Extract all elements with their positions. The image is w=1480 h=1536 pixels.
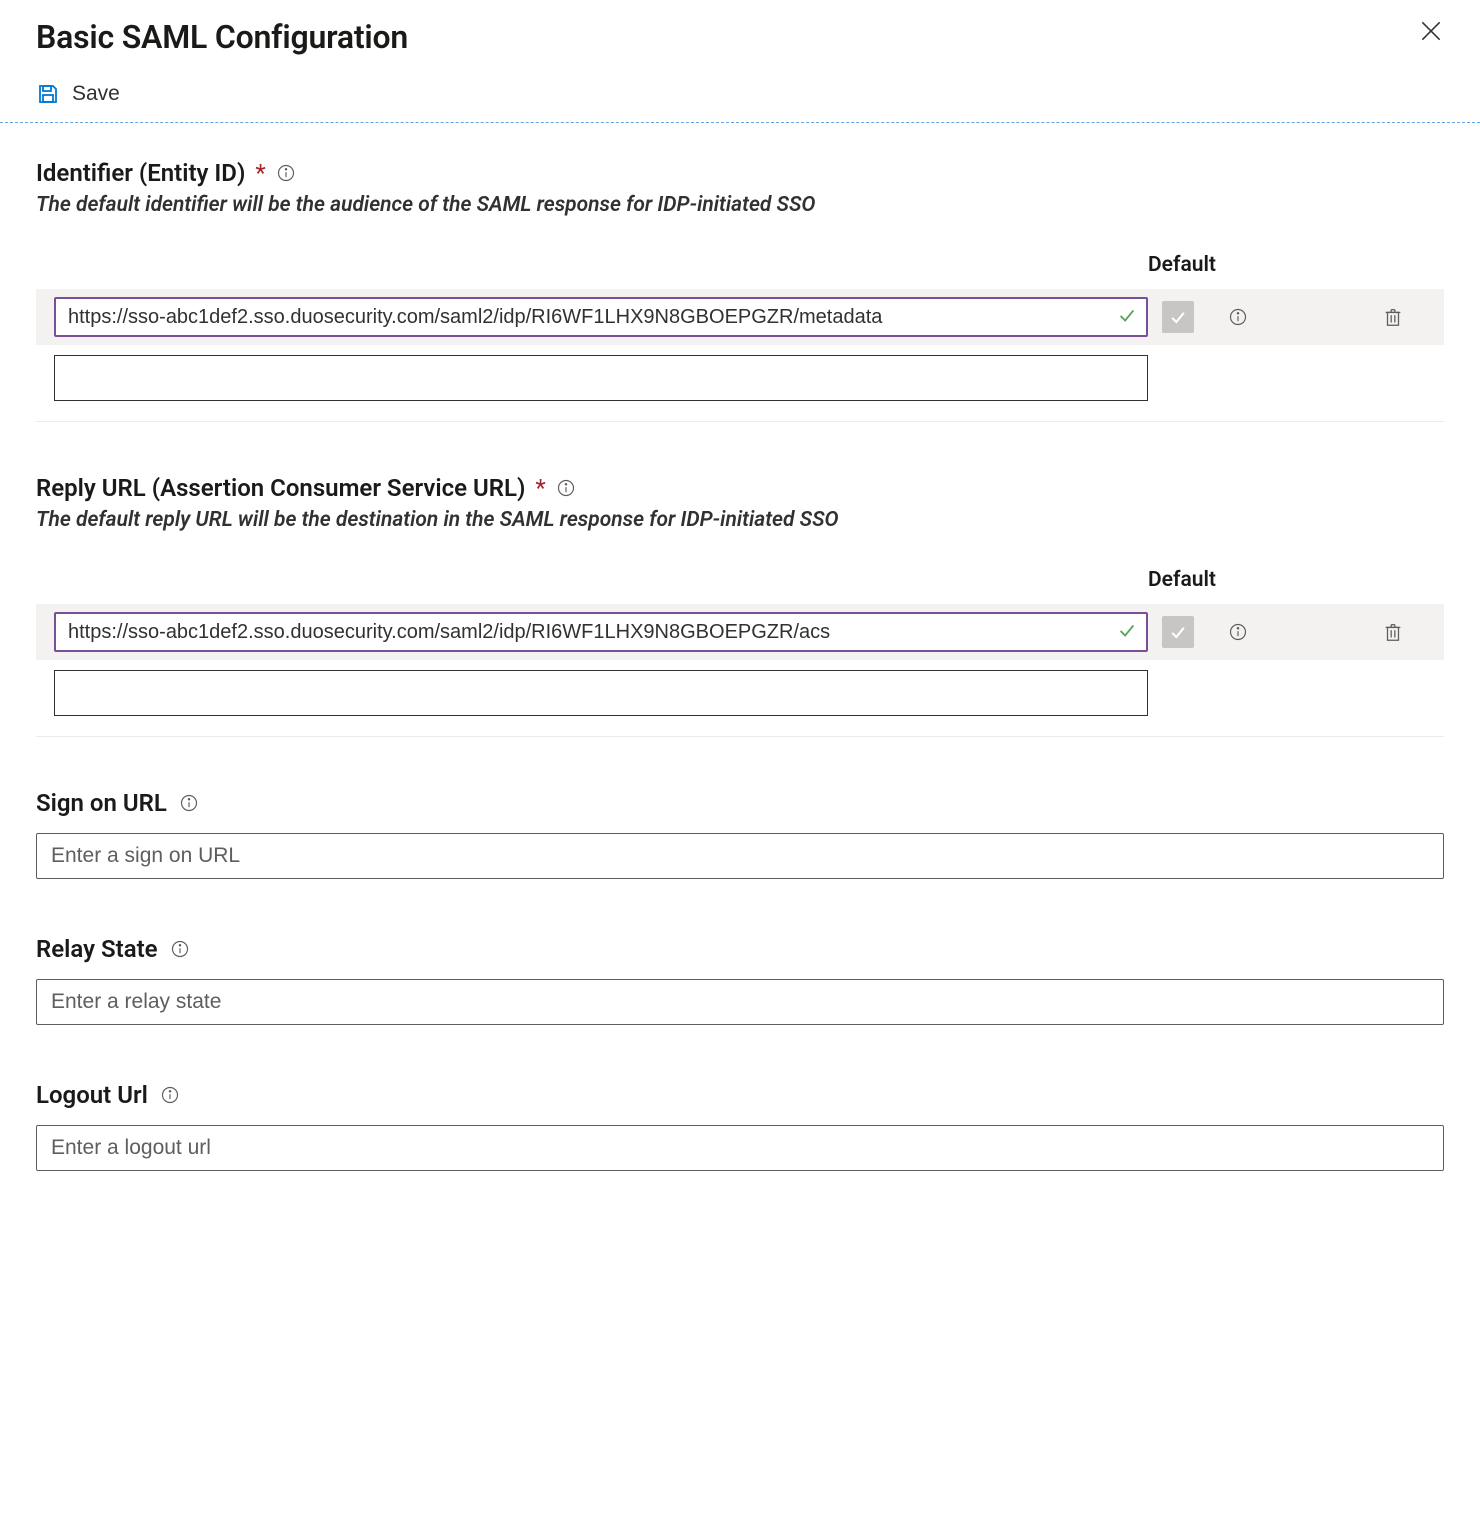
reply-url-row <box>36 604 1444 660</box>
reply-url-delete-button[interactable] <box>1358 621 1428 643</box>
info-icon[interactable] <box>276 163 296 183</box>
save-button-label: Save <box>72 82 120 106</box>
save-icon <box>36 82 60 106</box>
reply-url-table-header: Default <box>36 568 1444 592</box>
valid-check-icon <box>1116 304 1138 330</box>
identifier-section: Identifier (Entity ID) * The default ide… <box>36 159 1444 422</box>
info-icon[interactable] <box>170 939 190 959</box>
close-button[interactable] <box>1418 18 1444 48</box>
identifier-description: The default identifier will be the audie… <box>36 193 1444 217</box>
identifier-label: Identifier (Entity ID) * <box>36 159 296 187</box>
section-separator <box>36 736 1444 737</box>
identifier-row <box>36 289 1444 345</box>
identifier-input[interactable] <box>54 297 1148 337</box>
reply-url-label: Reply URL (Assertion Consumer Service UR… <box>36 474 576 502</box>
section-separator <box>36 421 1444 422</box>
identifier-table-header: Default <box>36 253 1444 277</box>
info-icon[interactable] <box>556 478 576 498</box>
identifier-default-checkbox[interactable] <box>1162 301 1194 333</box>
default-column-header: Default <box>1148 568 1208 592</box>
required-indicator: * <box>255 159 265 187</box>
info-icon[interactable] <box>1208 307 1268 327</box>
reply-url-default-checkbox[interactable] <box>1162 616 1194 648</box>
relay-state-label: Relay State <box>36 935 190 963</box>
save-button[interactable]: Save <box>36 82 120 106</box>
default-column-header: Default <box>1148 253 1208 277</box>
identifier-delete-button[interactable] <box>1358 306 1428 328</box>
sign-on-url-label: Sign on URL <box>36 789 199 817</box>
identifier-add-input[interactable] <box>54 355 1148 401</box>
page-title: Basic SAML Configuration <box>36 18 408 56</box>
reply-url-description: The default reply URL will be the destin… <box>36 508 1444 532</box>
sign-on-url-section: Sign on URL <box>36 789 1444 879</box>
logout-url-label: Logout Url <box>36 1081 180 1109</box>
info-icon[interactable] <box>179 793 199 813</box>
relay-state-input[interactable] <box>36 979 1444 1025</box>
required-indicator: * <box>535 474 545 502</box>
valid-check-icon <box>1116 619 1138 645</box>
logout-url-input[interactable] <box>36 1125 1444 1171</box>
info-icon[interactable] <box>160 1085 180 1105</box>
identifier-add-row <box>36 345 1444 401</box>
reply-url-add-row <box>36 660 1444 716</box>
reply-url-add-input[interactable] <box>54 670 1148 716</box>
info-icon[interactable] <box>1208 622 1268 642</box>
reply-url-input[interactable] <box>54 612 1148 652</box>
close-icon <box>1418 18 1444 44</box>
reply-url-section: Reply URL (Assertion Consumer Service UR… <box>36 474 1444 737</box>
logout-url-section: Logout Url <box>36 1081 1444 1171</box>
sign-on-url-input[interactable] <box>36 833 1444 879</box>
relay-state-section: Relay State <box>36 935 1444 1025</box>
